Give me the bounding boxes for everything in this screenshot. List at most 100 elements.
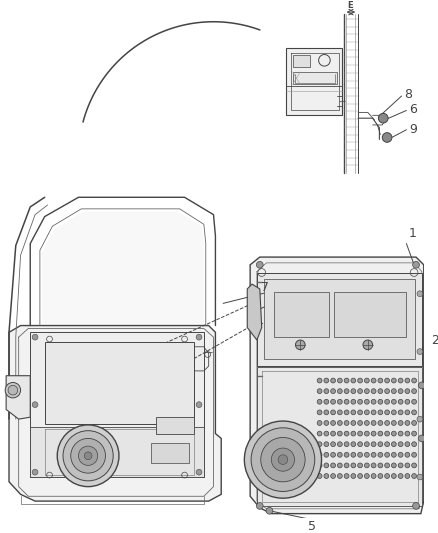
Circle shape	[317, 399, 322, 404]
Circle shape	[378, 453, 383, 457]
Circle shape	[385, 463, 389, 468]
Circle shape	[337, 431, 342, 436]
Circle shape	[405, 431, 410, 436]
Circle shape	[378, 474, 383, 479]
Circle shape	[385, 389, 389, 393]
Polygon shape	[257, 272, 422, 366]
Circle shape	[256, 261, 263, 268]
Circle shape	[324, 421, 329, 425]
Circle shape	[378, 442, 383, 447]
Circle shape	[317, 431, 322, 436]
Circle shape	[337, 463, 342, 468]
Circle shape	[398, 453, 403, 457]
Circle shape	[337, 389, 342, 393]
Circle shape	[331, 463, 336, 468]
Circle shape	[344, 399, 349, 404]
Circle shape	[266, 507, 273, 514]
Circle shape	[385, 410, 389, 415]
Text: 9: 9	[409, 123, 417, 136]
Circle shape	[344, 410, 349, 415]
Circle shape	[278, 455, 288, 464]
Circle shape	[337, 421, 342, 425]
Circle shape	[317, 474, 322, 479]
Circle shape	[358, 431, 363, 436]
Polygon shape	[293, 54, 310, 67]
Circle shape	[398, 474, 403, 479]
Circle shape	[261, 438, 305, 482]
Text: E: E	[348, 1, 353, 10]
Circle shape	[324, 442, 329, 447]
Circle shape	[385, 453, 389, 457]
Circle shape	[337, 410, 342, 415]
Circle shape	[364, 389, 369, 393]
Polygon shape	[45, 342, 194, 424]
Circle shape	[371, 399, 376, 404]
Circle shape	[196, 402, 202, 408]
Circle shape	[385, 421, 389, 425]
Circle shape	[378, 421, 383, 425]
Circle shape	[412, 431, 417, 436]
Circle shape	[417, 474, 423, 480]
Circle shape	[324, 474, 329, 479]
Circle shape	[344, 453, 349, 457]
Circle shape	[385, 442, 389, 447]
Circle shape	[405, 410, 410, 415]
Circle shape	[324, 389, 329, 393]
Circle shape	[317, 453, 322, 457]
Polygon shape	[6, 376, 30, 419]
Circle shape	[364, 474, 369, 479]
Circle shape	[196, 334, 202, 340]
Circle shape	[317, 421, 322, 425]
Circle shape	[412, 389, 417, 393]
Circle shape	[412, 442, 417, 447]
Circle shape	[418, 435, 425, 442]
Circle shape	[358, 442, 363, 447]
Circle shape	[344, 431, 349, 436]
Text: 6: 6	[409, 103, 417, 116]
Circle shape	[378, 410, 383, 415]
Circle shape	[32, 334, 38, 340]
Circle shape	[405, 474, 410, 479]
Circle shape	[405, 389, 410, 393]
Circle shape	[405, 442, 410, 447]
Circle shape	[371, 442, 376, 447]
Circle shape	[371, 463, 376, 468]
Circle shape	[331, 389, 336, 393]
Polygon shape	[250, 257, 424, 514]
Polygon shape	[42, 212, 204, 326]
Circle shape	[337, 474, 342, 479]
Circle shape	[398, 421, 403, 425]
Circle shape	[358, 389, 363, 393]
Circle shape	[392, 410, 396, 415]
Circle shape	[412, 453, 417, 457]
Circle shape	[405, 378, 410, 383]
Circle shape	[405, 421, 410, 425]
Circle shape	[412, 399, 417, 404]
Polygon shape	[257, 367, 422, 506]
Circle shape	[382, 133, 392, 142]
Circle shape	[324, 463, 329, 468]
Circle shape	[405, 463, 410, 468]
Circle shape	[371, 431, 376, 436]
Polygon shape	[9, 326, 221, 501]
Circle shape	[412, 463, 417, 468]
Circle shape	[331, 410, 336, 415]
Text: 5: 5	[302, 306, 310, 319]
Circle shape	[331, 442, 336, 447]
Circle shape	[417, 291, 423, 297]
Circle shape	[417, 349, 423, 354]
Circle shape	[412, 378, 417, 383]
Circle shape	[392, 389, 396, 393]
Circle shape	[413, 261, 420, 268]
Circle shape	[344, 378, 349, 383]
Circle shape	[378, 378, 383, 383]
Circle shape	[364, 431, 369, 436]
Polygon shape	[264, 279, 415, 359]
Circle shape	[418, 382, 425, 389]
Circle shape	[57, 425, 119, 487]
Circle shape	[385, 431, 389, 436]
Circle shape	[317, 463, 322, 468]
Circle shape	[331, 431, 336, 436]
Circle shape	[324, 453, 329, 457]
Circle shape	[371, 410, 376, 415]
